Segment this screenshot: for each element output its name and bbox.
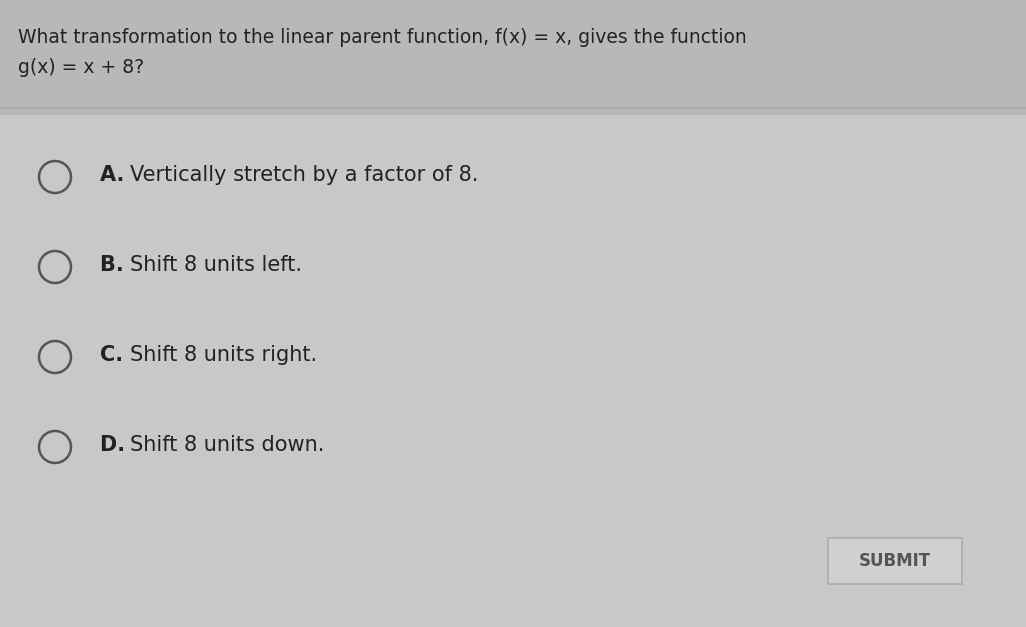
Text: Shift 8 units right.: Shift 8 units right. (130, 345, 317, 365)
Text: Vertically stretch by a factor of 8.: Vertically stretch by a factor of 8. (130, 165, 478, 185)
Text: B.: B. (100, 255, 131, 275)
Text: Shift 8 units left.: Shift 8 units left. (130, 255, 302, 275)
Text: What transformation to the linear parent function, f(x) = x, gives the function: What transformation to the linear parent… (18, 28, 747, 47)
Text: SUBMIT: SUBMIT (859, 552, 931, 570)
Text: Shift 8 units down.: Shift 8 units down. (130, 435, 324, 455)
Text: g(x) = x + 8?: g(x) = x + 8? (18, 58, 144, 77)
Text: D.: D. (100, 435, 132, 455)
Text: C.: C. (100, 345, 130, 365)
FancyBboxPatch shape (0, 0, 1026, 115)
FancyBboxPatch shape (828, 538, 962, 584)
Text: A.: A. (100, 165, 131, 185)
